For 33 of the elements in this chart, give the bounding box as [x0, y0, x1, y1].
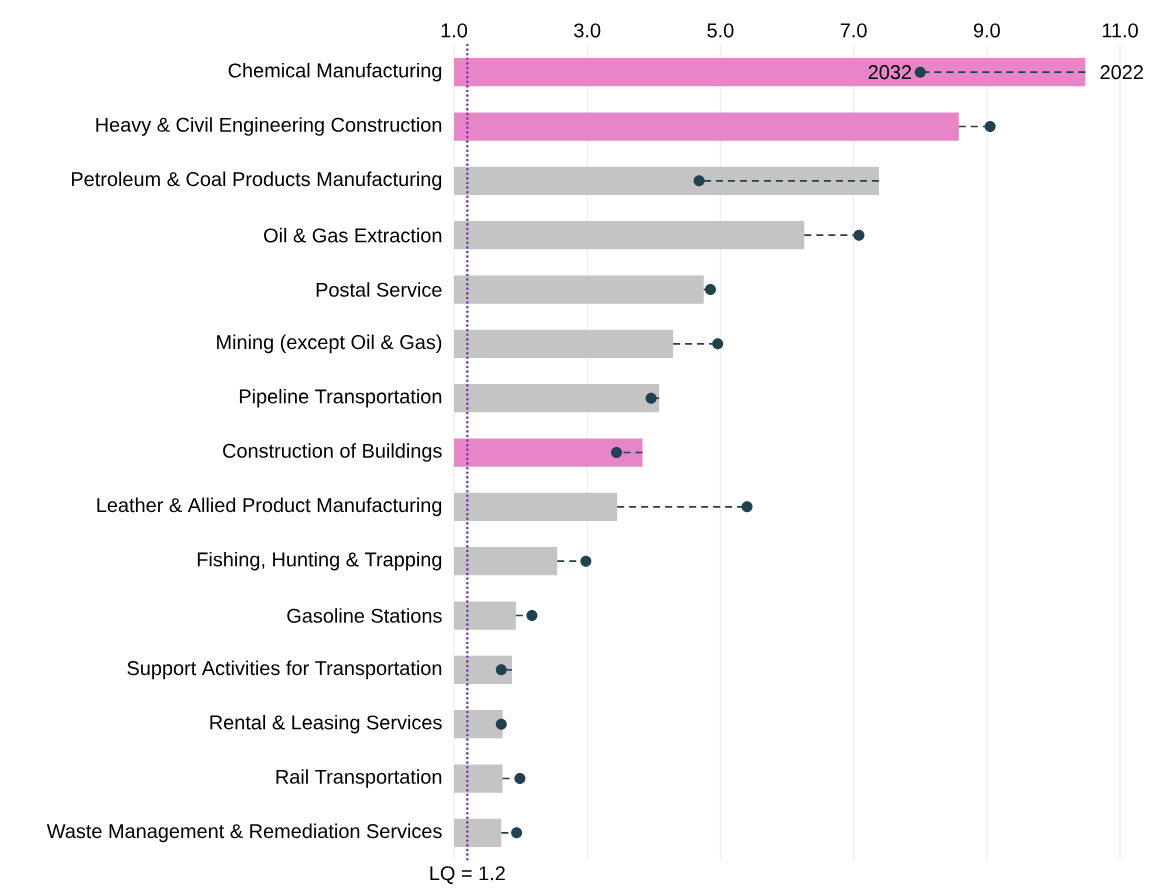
- point: [514, 773, 526, 785]
- y-tick-label: Mining (except Oil & Gas): [217, 334, 442, 354]
- y-tick-label: Chemical Manufacturing: [228, 62, 442, 82]
- y-tick-label: Oil & Gas Extraction: [264, 227, 442, 243]
- x-tick-label: 11.0: [1102, 23, 1138, 38]
- point: [526, 610, 538, 622]
- x-tick-label: 9.0: [973, 23, 1000, 38]
- y-tick-label: Construction of Buildings: [223, 443, 442, 462]
- point: [693, 175, 705, 187]
- y-tick-label: Support Activities for Transportation: [127, 660, 442, 680]
- y-tick-label: Pipeline Transportation: [239, 388, 442, 408]
- annotation: 2032: [868, 65, 911, 80]
- y-tick-label: Petroleum & Coal Products Manufacturing: [72, 171, 442, 191]
- point: [611, 447, 623, 458]
- y-tick-label: Postal Service: [316, 282, 442, 297]
- y-tick-label: Rail Transportation: [276, 769, 442, 788]
- y-tick-label: Waste Management & Remediation Services: [46, 823, 442, 843]
- x-tick-label: 7.0: [840, 23, 867, 38]
- x-tick-label: 5.0: [707, 23, 734, 38]
- point: [495, 718, 507, 730]
- point: [704, 284, 716, 295]
- y-tick-label: Rental & Leasing Services: [210, 714, 442, 734]
- point: [741, 501, 753, 513]
- y-tick-label: Gasoline Stations: [287, 608, 442, 623]
- point: [495, 664, 507, 676]
- point: [984, 121, 996, 132]
- x-tick-label: 3.0: [574, 23, 601, 38]
- y-tick-label: Fishing, Hunting & Trapping: [197, 551, 442, 571]
- ref-line-label: LQ = 1.2: [430, 866, 505, 884]
- y-tick-label: Leather & Allied Product Manufacturing: [97, 497, 442, 517]
- y-tick-label: Heavy & Civil Engineering Construction: [96, 117, 442, 136]
- x-tick-label: 1.0: [441, 23, 468, 38]
- annotation: 2022: [1100, 65, 1143, 80]
